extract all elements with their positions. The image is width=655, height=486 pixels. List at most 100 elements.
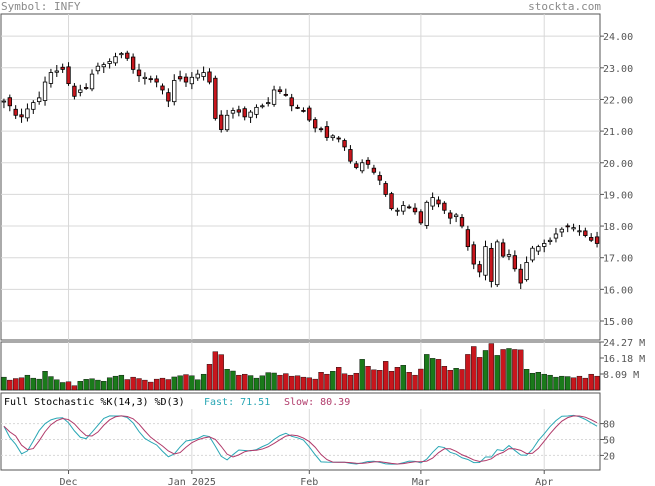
candle-body <box>383 183 388 195</box>
price-tick-label: 18.00 <box>603 222 633 233</box>
stoch-title: Full Stochastic %K(14,3) %D(3) <box>4 397 185 408</box>
candle-body <box>189 76 195 85</box>
volume-bar <box>218 354 224 391</box>
candle-body <box>547 239 553 242</box>
volume-bar <box>189 375 195 391</box>
volume-bar <box>400 365 406 391</box>
stoch-tick-label: 20 <box>603 451 615 462</box>
price-tick-label: 24.00 <box>603 32 633 43</box>
candle-body <box>483 246 488 276</box>
volume-bar <box>195 379 201 391</box>
volume-bar <box>101 381 107 391</box>
volume-bar <box>13 378 19 391</box>
volume-bar <box>588 373 594 391</box>
candle-body <box>500 242 506 257</box>
volume-bar <box>330 371 336 391</box>
price-tick-label: 15.00 <box>603 317 633 328</box>
x-tick-label: Feb <box>300 477 318 486</box>
volume-bar <box>535 372 542 391</box>
volume-bar <box>236 374 242 391</box>
volume-bar <box>300 376 307 391</box>
candle-body <box>224 114 230 131</box>
candle-body <box>72 85 77 97</box>
candle-body <box>418 211 424 224</box>
candle-body <box>201 72 206 77</box>
candle-body <box>113 56 118 64</box>
volume-bar <box>259 375 265 391</box>
candle-body <box>471 244 476 265</box>
stoch-fast-label: Fast: 71.51 <box>204 397 270 408</box>
volume-bar <box>570 377 577 391</box>
volume-bar <box>553 376 559 391</box>
volume-bar <box>206 364 213 391</box>
volume-bar <box>142 379 148 391</box>
candle-body <box>589 237 594 241</box>
candle-body <box>536 246 541 252</box>
volume-bar <box>435 359 442 391</box>
candle-body <box>142 76 148 80</box>
candle-body <box>583 230 588 236</box>
candle-body <box>66 66 71 85</box>
candle-body <box>324 126 330 138</box>
candle-body <box>13 108 18 116</box>
candle-body <box>31 102 36 110</box>
volume-bar <box>500 349 506 391</box>
panel-frames <box>0 13 601 471</box>
volume-bar <box>394 367 401 391</box>
candle-body <box>389 193 394 210</box>
candle-body <box>83 87 89 89</box>
candle-body <box>183 76 189 83</box>
candle-body <box>524 262 529 281</box>
volume-bar <box>565 376 571 391</box>
price-tick-label: 21.00 <box>603 127 633 138</box>
volume-bar <box>277 374 283 391</box>
candle-body <box>330 135 335 139</box>
site-watermark: stockta.com <box>528 0 601 13</box>
volume-bar <box>377 370 383 391</box>
candle-body <box>448 212 453 219</box>
candle-body <box>130 56 136 70</box>
candle-body <box>453 214 459 218</box>
volume-bars <box>1 343 600 391</box>
candle-body <box>412 207 418 213</box>
volume-bar <box>429 358 436 391</box>
candle-body <box>125 52 130 59</box>
volume-bar <box>48 376 54 391</box>
candle-body <box>395 209 400 212</box>
price-tick-label: 19.00 <box>603 190 633 201</box>
candle-body <box>154 78 159 83</box>
candle-body <box>559 228 564 233</box>
volume-bar <box>518 349 524 391</box>
candle-body <box>207 71 212 83</box>
candle-body <box>219 114 224 130</box>
volume-bar <box>406 372 412 391</box>
candle-body <box>101 64 106 68</box>
stochastic-lines <box>3 414 598 465</box>
candle-body <box>54 70 59 73</box>
candle-body <box>348 149 353 162</box>
volume-bar <box>247 375 254 391</box>
volume-bar <box>271 372 277 391</box>
candle-body <box>301 110 306 112</box>
price-candles <box>1 50 600 290</box>
stoch-tick-label: 80 <box>603 420 615 431</box>
volume-bar <box>224 369 230 391</box>
candle-body <box>136 69 142 77</box>
volume-bar <box>106 377 113 391</box>
volume-bar <box>1 376 7 391</box>
candle-body <box>565 225 570 228</box>
candle-body <box>37 97 42 103</box>
volume-bar <box>547 374 553 391</box>
volume-bar <box>506 348 512 391</box>
volume-bar <box>153 378 160 391</box>
candle-body <box>7 97 12 107</box>
volume-bar <box>424 354 430 391</box>
volume-bar <box>283 373 289 391</box>
volume-bar <box>441 366 448 391</box>
candle-body <box>354 163 359 168</box>
volume-bar <box>371 369 377 391</box>
candle-body <box>60 66 65 70</box>
volume-bar <box>382 361 389 391</box>
candle-body <box>313 119 318 129</box>
volume-bar <box>353 372 359 391</box>
